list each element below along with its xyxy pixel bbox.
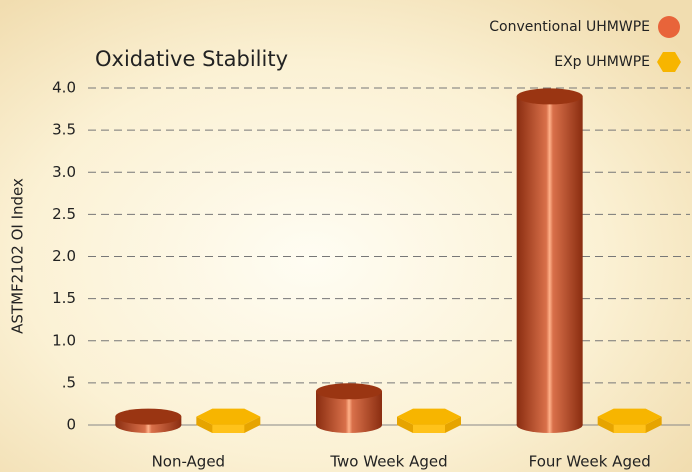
y-tick-label: 1.0 [52,331,76,349]
bar-top [597,408,662,425]
legend-label: EXp UHMWPE [554,54,650,70]
bar-side-front [212,424,245,433]
y-tick-label: 1.5 [52,289,76,307]
bar-bottom [516,417,583,433]
bar [516,88,583,433]
bar-top [196,408,261,425]
bar-body [516,96,583,426]
bar [397,408,461,433]
bar [316,383,382,433]
y-tick-label: 4.0 [52,79,76,97]
legend-swatch [658,16,680,38]
bar-top [115,408,182,425]
bar-bottom [316,417,382,433]
bar-top [316,383,382,400]
x-tick-label: Two Week Aged [329,453,447,471]
chart-title: Oxidative Stability [95,47,288,71]
y-tick-label: 3.0 [52,163,76,181]
y-tick-label: 0 [66,416,76,434]
bar [597,408,662,433]
legend-swatch [657,52,681,72]
bar [196,408,261,433]
bar [115,408,182,433]
y-tick-label: 2.5 [52,205,76,223]
y-tick-label: .5 [62,373,76,391]
x-tick-label: Four Week Aged [529,453,651,471]
y-tick-label: 3.5 [52,121,76,139]
y-axis-label: ASTMF2102 OI Index [9,178,27,334]
legend-label: Conventional UHMWPE [489,19,650,35]
bar-top [397,408,461,425]
y-tick-label: 2.0 [52,247,76,265]
x-tick-label: Non-Aged [152,453,226,471]
bar-side-front [613,424,646,433]
bar-side-front [413,424,445,433]
bar-top [516,88,583,105]
